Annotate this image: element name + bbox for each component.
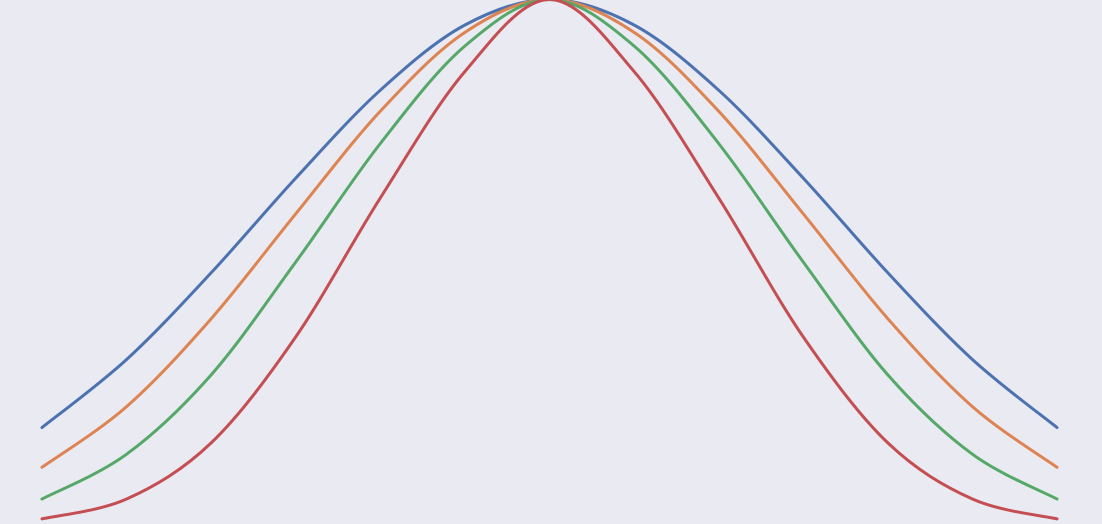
series-line-3 xyxy=(40,0,1059,501)
series-line-4 xyxy=(40,0,1059,521)
series-line-2 xyxy=(40,0,1059,469)
series-layer xyxy=(40,0,1059,521)
series-line-1 xyxy=(40,0,1059,430)
